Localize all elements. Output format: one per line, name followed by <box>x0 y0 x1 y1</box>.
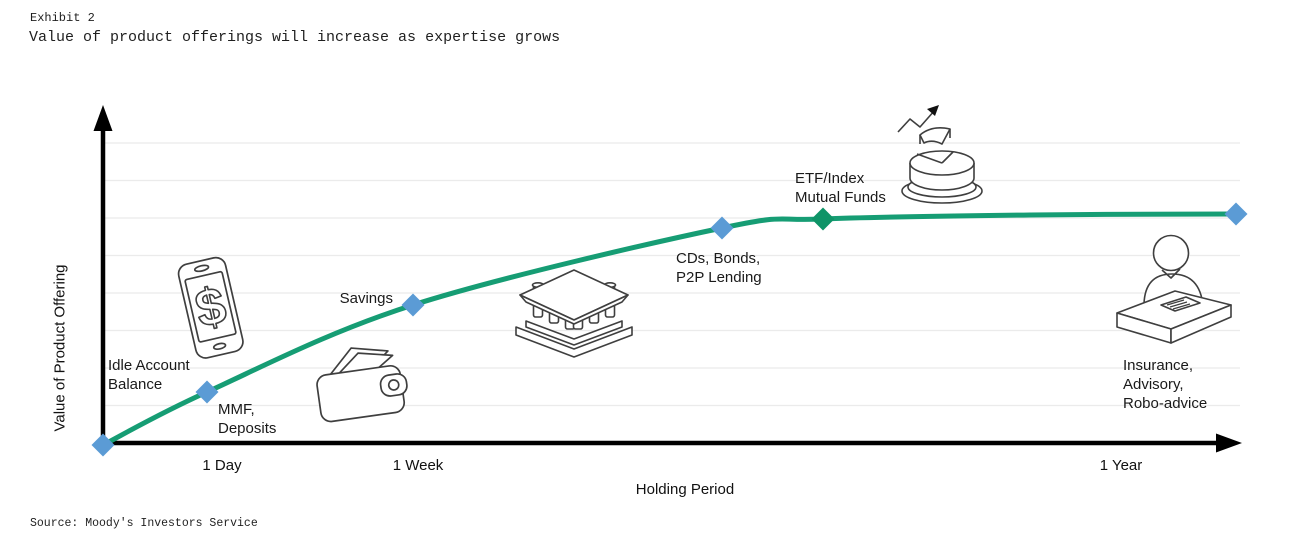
x-tick-1-week: 1 Week <box>392 457 444 474</box>
dollar-phone-icon: $ <box>177 256 244 359</box>
x-tick-1-day: 1 Day <box>202 457 242 474</box>
data-point-marker <box>710 216 734 240</box>
data-point-marker <box>1224 202 1248 226</box>
data-point-marker <box>401 293 425 317</box>
x-tick-1-year: 1 Year <box>1099 457 1143 474</box>
point-label-insurance-advisory-robo: Insurance, Advisory, Robo-advice <box>1123 357 1208 413</box>
point-label-mmf-deposits: MMF, Deposits <box>218 401 277 438</box>
pie-chart-growth-icon <box>897 105 983 204</box>
data-point-marker <box>91 433 115 457</box>
source-note: Source: Moody's Investors Service <box>30 517 258 530</box>
x-axis-arrowhead-icon <box>1216 433 1242 453</box>
y-axis-arrowhead-icon <box>93 105 113 131</box>
exhibit-number: Exhibit 2 <box>30 11 95 25</box>
advisor-desk-icon <box>1116 234 1232 344</box>
data-point-marker <box>195 380 219 404</box>
point-label-cds-bonds-p2p: CDs, Bonds, P2P Lending <box>676 250 762 287</box>
exhibit-title: Value of product offerings will increase… <box>29 29 561 46</box>
y-axis-title: Value of Product Offering <box>51 264 69 432</box>
point-label-savings: Savings <box>339 290 393 307</box>
point-label-etf-index-mutual-funds: ETF/Index Mutual Funds <box>795 170 886 207</box>
point-label-idle-account-balance: Idle Account Balance <box>108 357 190 394</box>
wallet-cash-icon <box>316 347 408 423</box>
data-point-marker <box>811 207 835 231</box>
x-axis-title: Holding Period <box>635 481 735 498</box>
bank-building-icon <box>515 269 633 358</box>
